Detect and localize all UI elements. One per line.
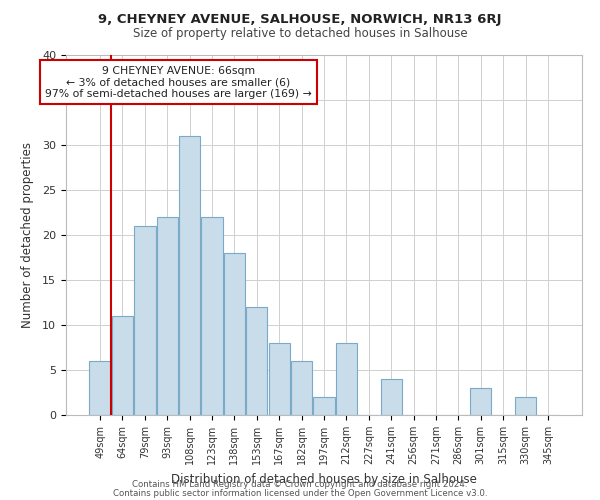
Bar [336, 343, 357, 415]
Bar [134, 226, 155, 415]
X-axis label: Distribution of detached houses by size in Salhouse: Distribution of detached houses by size … [171, 472, 477, 486]
Text: Contains HM Land Registry data © Crown copyright and database right 2024.: Contains HM Land Registry data © Crown c… [132, 480, 468, 489]
Bar [313, 397, 335, 415]
Bar [179, 136, 200, 415]
Text: 9, CHEYNEY AVENUE, SALHOUSE, NORWICH, NR13 6RJ: 9, CHEYNEY AVENUE, SALHOUSE, NORWICH, NR… [98, 12, 502, 26]
Bar [89, 361, 111, 415]
Y-axis label: Number of detached properties: Number of detached properties [21, 142, 34, 328]
Bar [515, 397, 536, 415]
Bar [380, 379, 402, 415]
Bar [112, 316, 133, 415]
Text: Contains public sector information licensed under the Open Government Licence v3: Contains public sector information licen… [113, 488, 487, 498]
Bar [246, 307, 268, 415]
Bar [470, 388, 491, 415]
Bar [291, 361, 312, 415]
Bar [157, 217, 178, 415]
Text: Size of property relative to detached houses in Salhouse: Size of property relative to detached ho… [133, 28, 467, 40]
Text: 9 CHEYNEY AVENUE: 66sqm
← 3% of detached houses are smaller (6)
97% of semi-deta: 9 CHEYNEY AVENUE: 66sqm ← 3% of detached… [45, 66, 312, 99]
Bar [224, 253, 245, 415]
Bar [269, 343, 290, 415]
Bar [202, 217, 223, 415]
